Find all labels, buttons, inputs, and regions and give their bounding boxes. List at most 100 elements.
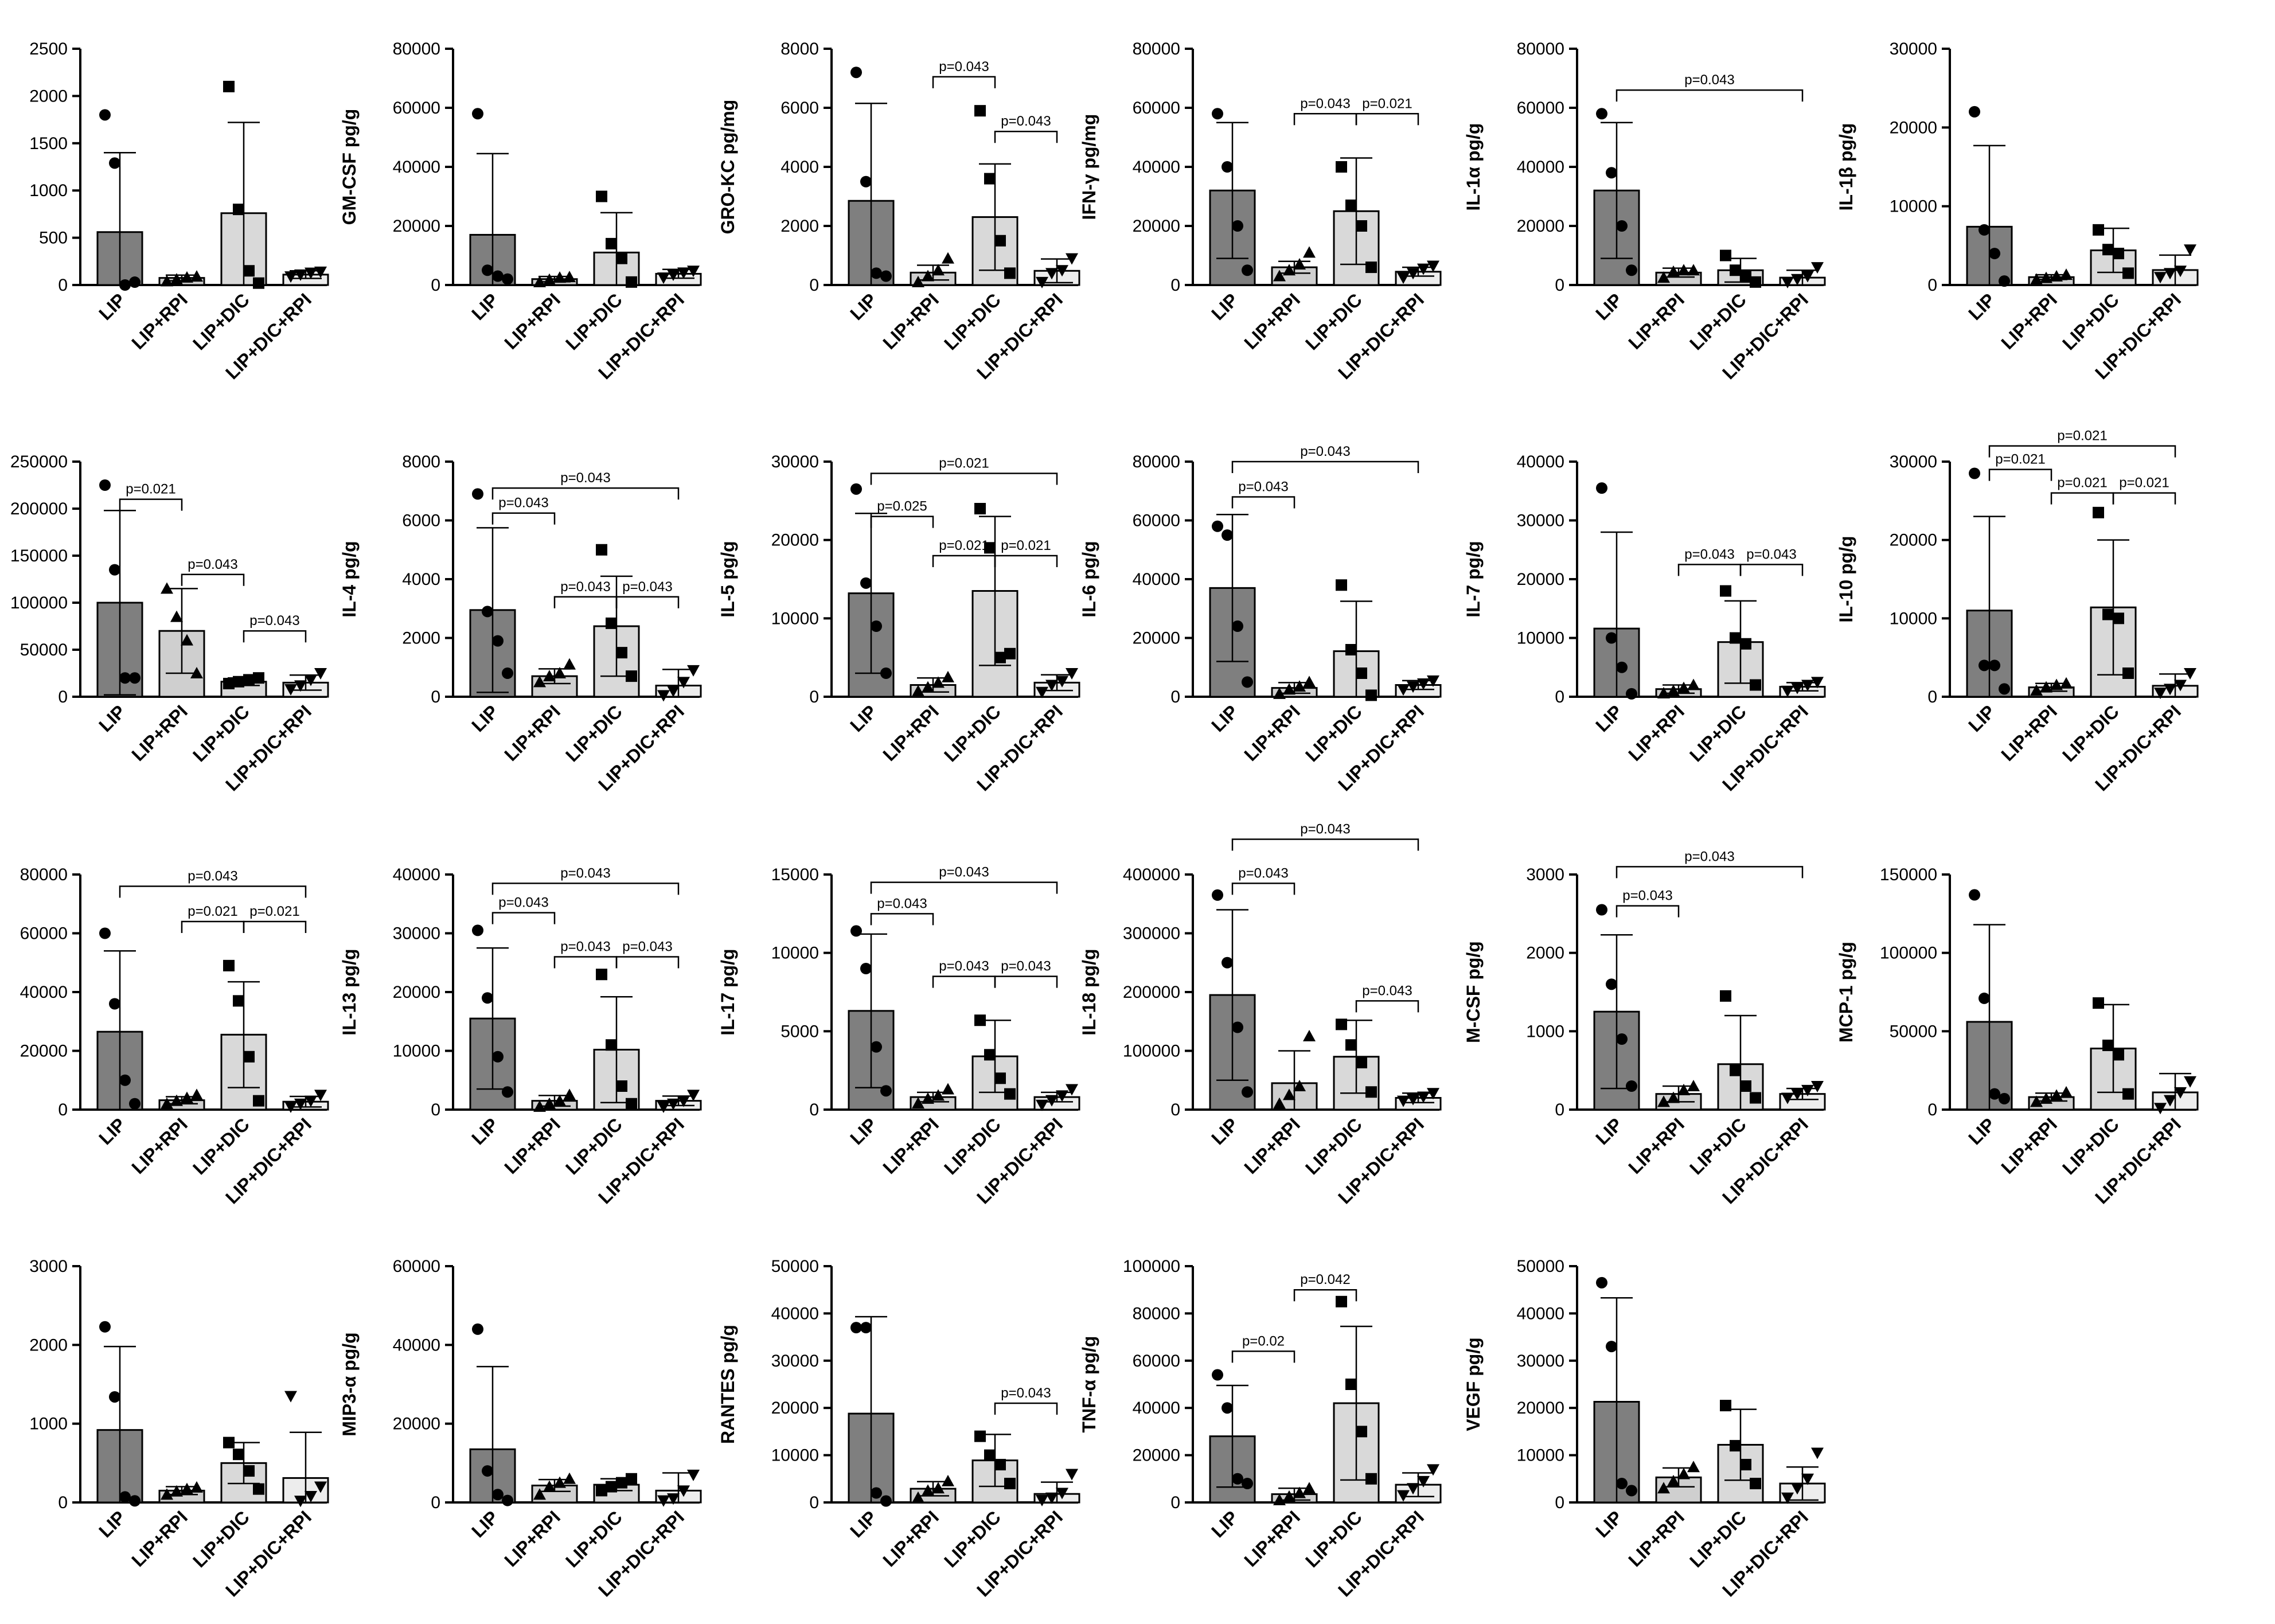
y-tick-label: 10000 (771, 944, 819, 963)
data-point (922, 270, 934, 282)
data-point (1969, 106, 1980, 118)
data-point (1273, 270, 1286, 282)
data-point (99, 927, 111, 939)
x-tick-label: LIP+RPI (1240, 289, 1304, 353)
data-point (472, 1323, 483, 1335)
data-point (1232, 1473, 1243, 1485)
data-point (563, 1472, 576, 1484)
x-tick-label: LIP+RPI (879, 1114, 943, 1178)
data-point (1606, 632, 1617, 644)
data-point (1781, 1492, 1794, 1504)
y-tick-label: 0 (1170, 1100, 1180, 1119)
data-point (1626, 1485, 1637, 1497)
data-point (543, 1480, 556, 1492)
data-point (553, 271, 566, 283)
data-point (1750, 679, 1761, 691)
data-point (1036, 686, 1048, 698)
data-point (314, 1481, 327, 1493)
data-point (1407, 1094, 1419, 1106)
p-value-label: p=0.043 (560, 579, 610, 595)
data-point (1365, 689, 1377, 701)
y-tick-label: 80000 (20, 865, 68, 884)
y-tick-label: 3000 (1526, 865, 1564, 884)
significance-bracket (932, 975, 996, 988)
significance-bracket (1231, 1350, 1295, 1363)
data-point (1677, 1467, 1690, 1479)
data-point (1293, 1486, 1306, 1498)
data-point (606, 1039, 617, 1051)
significance-bracket (181, 573, 245, 586)
data-point (1781, 685, 1794, 697)
data-point (2030, 1095, 2043, 1107)
p-value-label: p=0.043 (560, 939, 610, 955)
y-tick-label: 0 (1555, 1493, 1564, 1512)
y-tick-label: 0 (431, 276, 440, 295)
data-point (657, 272, 670, 284)
data-point (994, 235, 1006, 247)
significance-bracket (1988, 469, 2052, 481)
significance-bracket (994, 130, 1058, 143)
data-point (2060, 1086, 2073, 1098)
data-point (2184, 244, 2196, 256)
data-point (880, 667, 892, 679)
data-point (161, 275, 173, 287)
data-point (974, 105, 986, 117)
x-tick-label: LIP (1591, 289, 1626, 324)
data-point (161, 1097, 173, 1109)
y-tick-label: 60000 (393, 99, 440, 118)
p-value-label: p=0.043 (1001, 959, 1051, 974)
p-value-label: p=0.043 (188, 869, 237, 884)
data-point (1606, 1341, 1617, 1353)
data-point (1657, 271, 1670, 283)
data-point (492, 635, 504, 647)
data-point (2093, 997, 2104, 1009)
y-tick-label: 4000 (781, 158, 819, 177)
data-point (687, 266, 700, 278)
y-tick-label: 2500 (29, 40, 68, 58)
x-tick-label: LIP+RPI (1240, 1114, 1304, 1178)
y-tick-label: 150000 (10, 546, 68, 565)
significance-bracket (994, 975, 1058, 988)
data-point (1801, 1473, 1814, 1485)
y-tick-label: 40000 (1133, 158, 1180, 177)
data-point (1750, 1478, 1761, 1490)
x-tick-label: LIP (95, 289, 130, 324)
y-tick-label: 100000 (1123, 1257, 1180, 1276)
data-point (1626, 264, 1637, 276)
chart-18: 0100020003000MP1-α pg/gLIPLIP+RPILIP+DIC… (29, 1257, 329, 1600)
data-point (2154, 1103, 2167, 1115)
data-point (1989, 659, 2000, 672)
significance-bracket (1677, 564, 1742, 576)
x-tick-label: LIP+RPI (1997, 289, 2061, 353)
x-tick-label: LIP+DIC (2058, 289, 2123, 354)
data-point (1720, 990, 1731, 1002)
significance-bracket (870, 473, 1058, 485)
data-point (1811, 262, 1824, 274)
data-point (871, 1487, 882, 1499)
y-tick-label: 10000 (771, 1446, 819, 1465)
data-point (2113, 248, 2124, 260)
data-point (1283, 264, 1295, 276)
data-point (1407, 268, 1419, 280)
y-tick-label: 5000 (781, 1022, 819, 1041)
x-tick-label: LIP (1207, 1506, 1242, 1541)
y-tick-label: 0 (1927, 688, 1937, 706)
data-point (1066, 668, 1078, 680)
x-tick-label: LIP (846, 701, 881, 736)
data-point (1427, 1088, 1439, 1100)
data-point (1045, 1095, 1058, 1107)
x-tick-label: LIP (467, 289, 502, 324)
x-tick-label: LIP (1591, 1506, 1626, 1541)
data-point (129, 1098, 141, 1110)
data-point (1657, 1482, 1670, 1494)
data-point (2030, 273, 2043, 285)
p-value-label: p=0.02 (1242, 1333, 1285, 1349)
y-tick-label: 40000 (1517, 1304, 1564, 1323)
x-tick-label: LIP+DIC (940, 701, 1005, 766)
data-point (2174, 1087, 2187, 1099)
y-tick-label: 40000 (1133, 1399, 1180, 1418)
data-point (2184, 1076, 2196, 1088)
data-point (109, 1391, 120, 1403)
data-point (687, 1090, 700, 1102)
y-tick-label: 40000 (20, 983, 68, 1002)
